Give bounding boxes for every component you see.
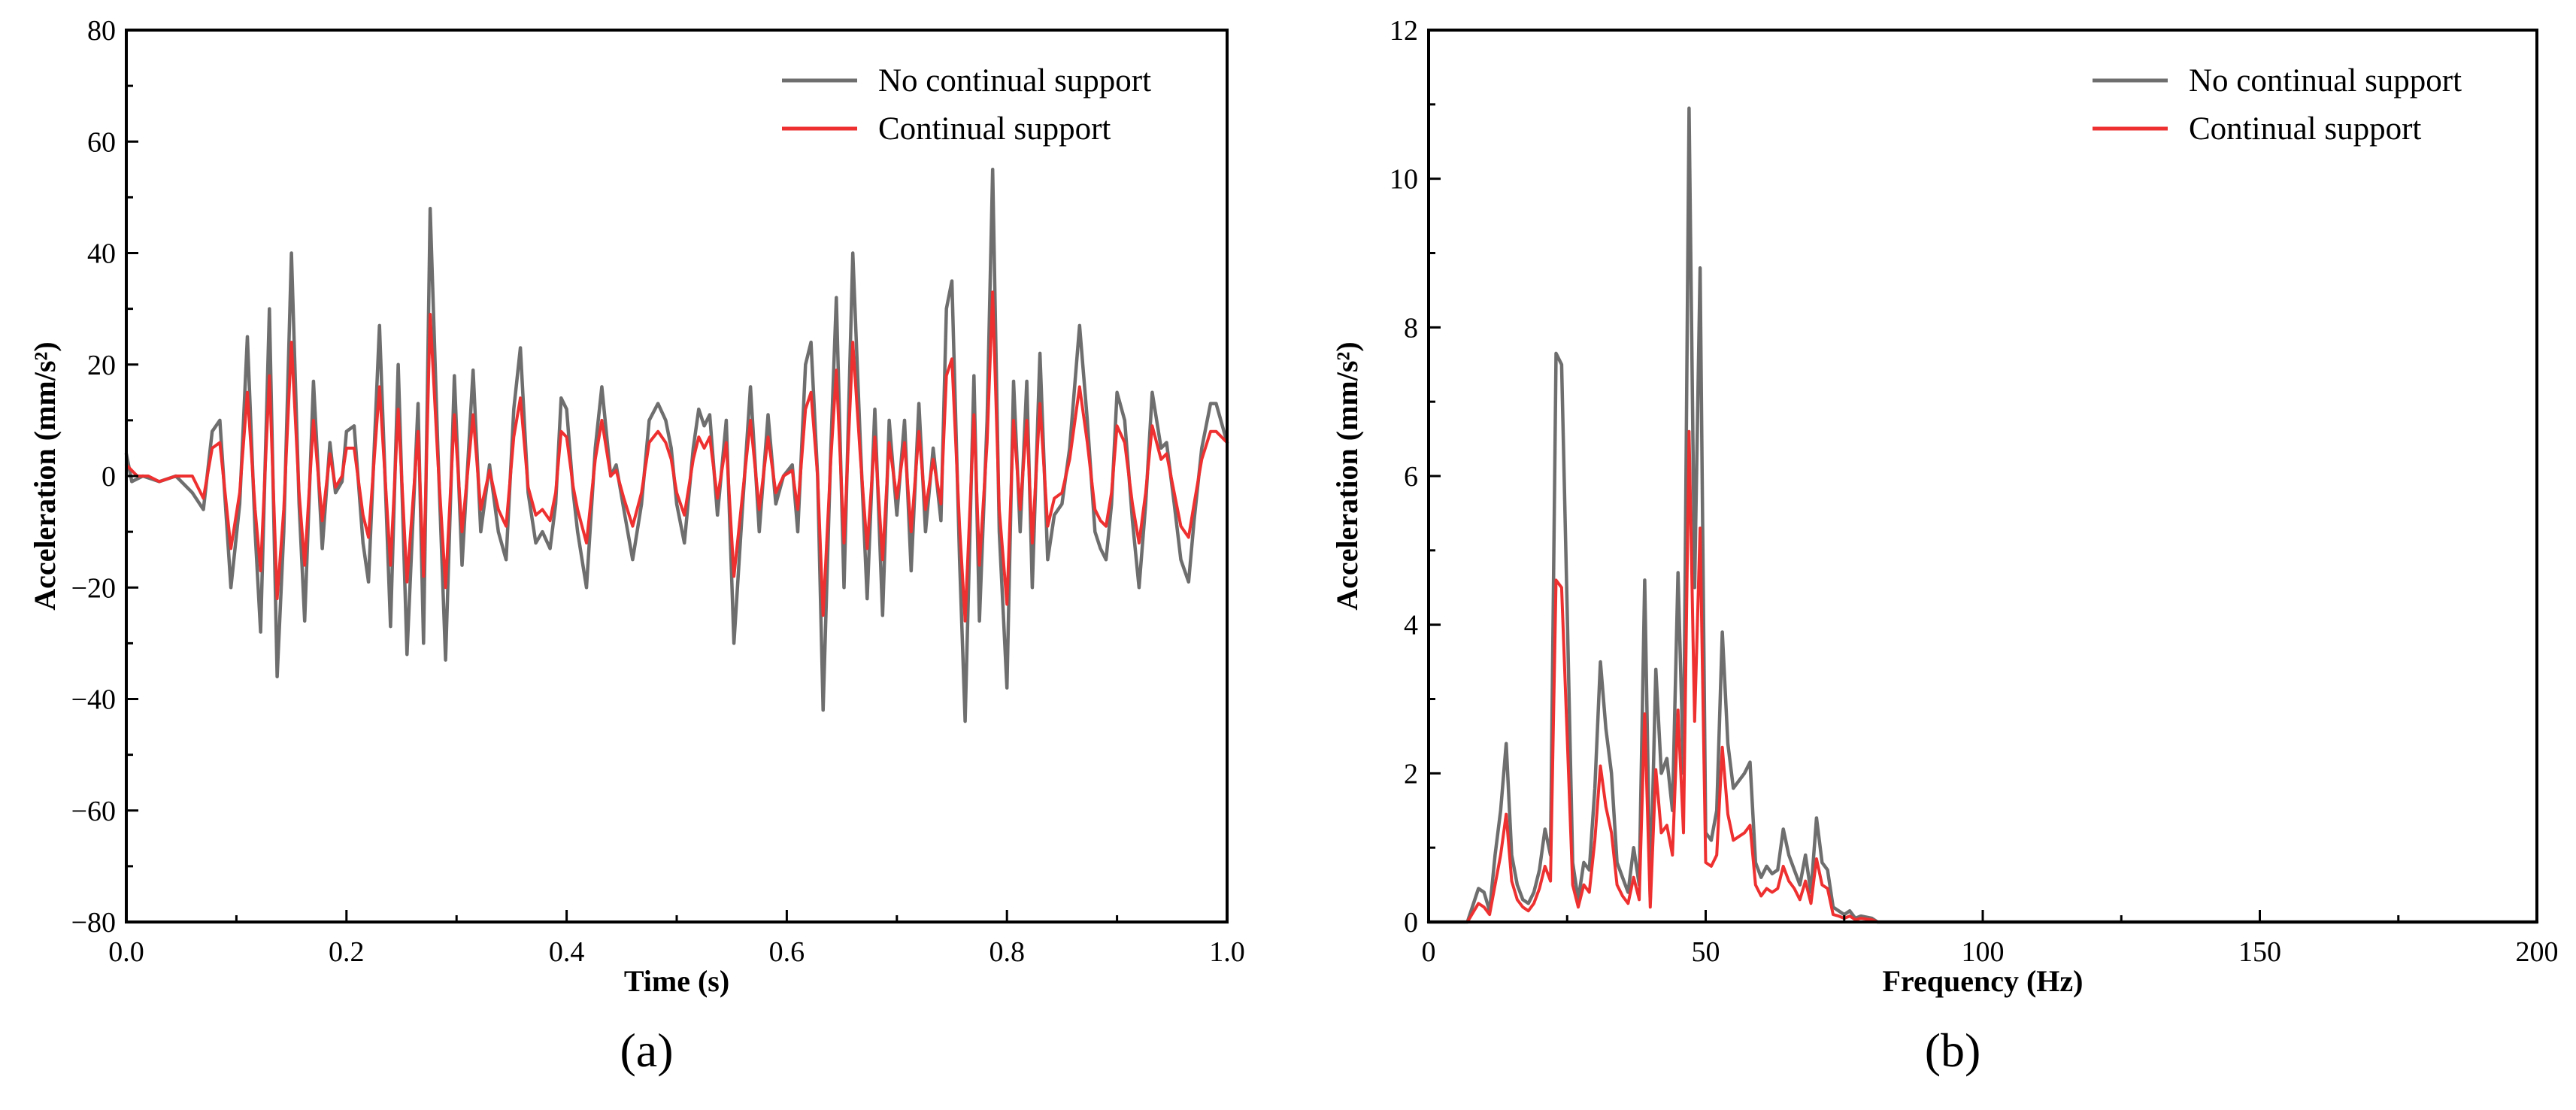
legend-label-continual-support: Continual support bbox=[2189, 111, 2421, 147]
y-tick-label: 6 bbox=[1404, 461, 1418, 493]
panel-label: (b) bbox=[1925, 1024, 1981, 1077]
y-tick-label: 0 bbox=[102, 461, 116, 493]
chart-panel-a: 0.0 0.2 0.4 0.6 0.8 1.0 −80 −60 −40 −20 0 20 40 60 80 T… bbox=[28, 15, 1245, 1077]
x-tick-label: 1.0 bbox=[1209, 936, 1245, 968]
x-tick-label: 0.0 bbox=[108, 936, 144, 968]
y-tick-label: 8 bbox=[1404, 312, 1418, 344]
plot-frame bbox=[125, 29, 1229, 923]
x-tick-label: 50 bbox=[1692, 936, 1720, 968]
series-line-no-continual-support bbox=[1426, 106, 2539, 924]
x-tick-label: 0.2 bbox=[329, 936, 365, 968]
x-tick-label: 0.8 bbox=[989, 936, 1025, 968]
panel-label: (a) bbox=[620, 1024, 673, 1077]
y-tick-label: 40 bbox=[87, 238, 116, 270]
y-axis-label: Acceleration (mm/s²) bbox=[1330, 341, 1364, 610]
legend-label-no-continual-support: No continual support bbox=[878, 63, 1151, 99]
x-axis-label: Frequency (Hz) bbox=[1883, 964, 2084, 998]
series-line-continual-support bbox=[125, 290, 1229, 623]
y-tick-label: 60 bbox=[87, 126, 116, 158]
y-tick-label: −60 bbox=[71, 796, 116, 827]
x-tick-label: 0.6 bbox=[769, 936, 805, 968]
chart-panel-b: 0 50 100 150 200 0 2 4 6 8 10 12 Frequency (Hz) Accel… bbox=[1330, 15, 2559, 1077]
y-tick-label: 12 bbox=[1390, 15, 1418, 47]
series-line-no-continual-support bbox=[124, 168, 1229, 723]
y-axis-label: Acceleration (mm/s²) bbox=[28, 341, 62, 610]
y-tick-label: 20 bbox=[87, 350, 116, 381]
x-tick-label: 150 bbox=[2238, 936, 2281, 968]
y-tick-label: 10 bbox=[1390, 164, 1418, 196]
series-line-continual-support bbox=[1427, 429, 2538, 923]
y-tick-label: −20 bbox=[71, 572, 116, 604]
legend-label-no-continual-support: No continual support bbox=[2189, 63, 2462, 99]
y-tick-label: 4 bbox=[1404, 610, 1418, 641]
x-tick-label: 0.4 bbox=[549, 936, 585, 968]
y-tick-label: 0 bbox=[1404, 907, 1418, 939]
x-tick-label: 100 bbox=[1962, 936, 2005, 968]
x-tick-label: 0 bbox=[1422, 936, 1436, 968]
x-axis-label: Time (s) bbox=[624, 964, 729, 998]
y-tick-label: 2 bbox=[1404, 758, 1418, 790]
x-tick-label: 200 bbox=[2516, 936, 2559, 968]
y-tick-label: −80 bbox=[71, 907, 116, 939]
legend-label-continual-support: Continual support bbox=[878, 111, 1111, 147]
y-tick-label: −40 bbox=[71, 684, 116, 716]
y-tick-label: 80 bbox=[87, 15, 116, 47]
